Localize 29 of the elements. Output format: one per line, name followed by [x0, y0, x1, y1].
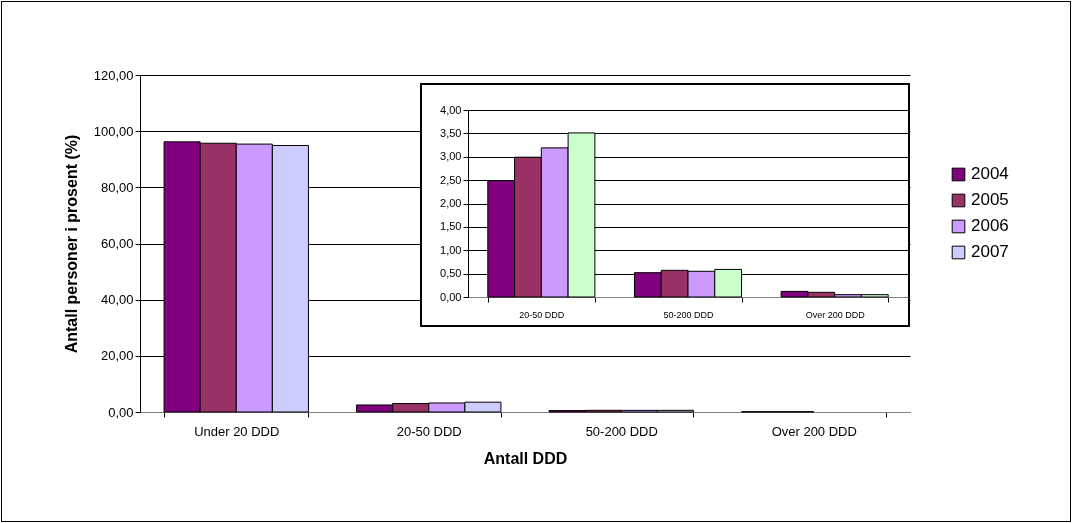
x-tick-label: 20-50 DDD — [396, 423, 462, 439]
legend-label: 2005 — [971, 190, 1009, 210]
x-tick-label: Over 200 DDD — [771, 423, 857, 439]
x-tick-label: Over 200 DDD — [805, 309, 866, 320]
y-tick-label: 3,50 — [440, 126, 462, 139]
legend-label: 2007 — [971, 242, 1009, 262]
x-tick-label: 50-200 DDD — [663, 309, 715, 320]
y-tick-label: 1,00 — [440, 243, 462, 256]
legend-label: 2006 — [971, 216, 1009, 236]
x-axis-title: Antall DDD — [483, 449, 568, 467]
y-tick-label: 0,00 — [108, 404, 134, 420]
y-tick-label: 0,50 — [440, 267, 462, 280]
y-tick-label: 120,00 — [93, 67, 134, 83]
y-tick-label: 3,00 — [440, 150, 462, 163]
y-tick-label: 80,00 — [100, 179, 134, 195]
y-tick-label: 40,00 — [100, 292, 134, 308]
x-tick-label: Under 20 DDD — [194, 423, 280, 439]
y-axis-title: Antall personer i prosent (%) — [62, 134, 80, 354]
y-tick-label: 2,00 — [440, 197, 462, 209]
y-tick-label: 4,00 — [440, 103, 462, 116]
x-tick-label: 20-50 DDD — [519, 309, 565, 320]
y-tick-label: 60,00 — [100, 236, 134, 251]
y-tick-label: 2,50 — [440, 173, 462, 186]
y-tick-label: 100,00 — [93, 123, 134, 139]
y-tick-label: 1,50 — [440, 220, 462, 233]
y-tick-label: 20,00 — [100, 348, 134, 364]
legend-label: 2004 — [971, 164, 1009, 184]
x-tick-label: 50-200 DDD — [585, 423, 658, 439]
y-tick-label: 0,00 — [440, 290, 462, 303]
